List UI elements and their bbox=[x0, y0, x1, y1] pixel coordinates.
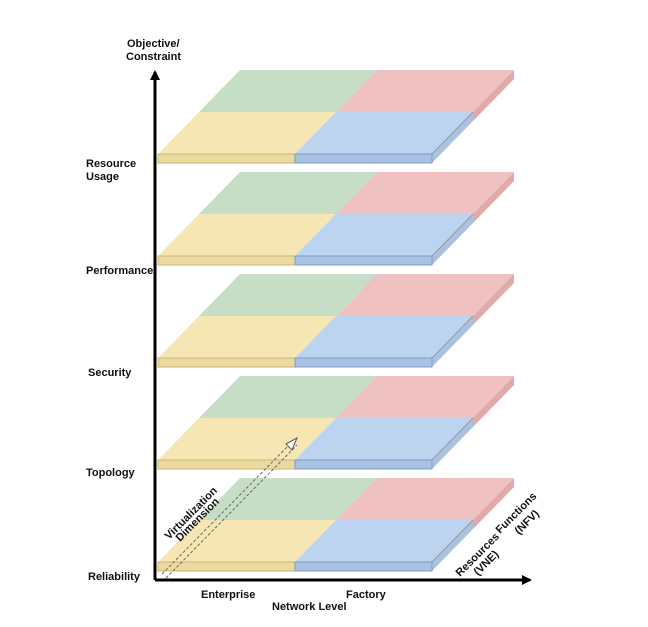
layer-label-security: Security bbox=[88, 367, 132, 379]
quadrant-back-right bbox=[336, 70, 514, 112]
x-axis-title: Network Level bbox=[272, 601, 347, 613]
quadrant-front-right bbox=[295, 520, 473, 562]
x-tick-enterprise: Enterprise bbox=[201, 589, 255, 601]
layer-label-topology: Topology bbox=[86, 467, 136, 479]
slab-front-left bbox=[157, 459, 296, 470]
slab-front-right bbox=[294, 357, 433, 368]
slab-front-right bbox=[294, 561, 433, 572]
quadrant-front-right bbox=[295, 316, 473, 358]
quadrant-back-left bbox=[199, 70, 377, 112]
quadrant-back-right bbox=[336, 274, 514, 316]
layer-topology bbox=[157, 376, 514, 470]
quadrant-back-right bbox=[336, 376, 514, 418]
slab-right-side-back bbox=[473, 172, 514, 223]
slab-right-side-front bbox=[432, 418, 473, 469]
slab-edge bbox=[431, 315, 474, 359]
axes bbox=[150, 70, 532, 585]
slab-front-right bbox=[294, 153, 433, 164]
slab-front-left bbox=[157, 357, 296, 368]
layer-label-resource-usage-line1: Resource bbox=[86, 158, 136, 170]
quadrant-front-right bbox=[295, 214, 473, 256]
depth-arrow bbox=[161, 436, 299, 579]
y-axis-title-line2: Constraint bbox=[126, 51, 181, 63]
slab-edge bbox=[431, 111, 474, 155]
quadrant-back-right bbox=[336, 478, 514, 520]
x-tick-factory: Factory bbox=[346, 589, 387, 601]
layer-label-performance: Performance bbox=[86, 265, 153, 277]
slab-right-side-front bbox=[432, 520, 473, 571]
slab-right-side-front bbox=[432, 316, 473, 367]
quadrant-front-right bbox=[295, 418, 473, 460]
slab-front-right bbox=[294, 459, 433, 470]
layer-label-reliability: Reliability bbox=[88, 571, 141, 583]
y-axis-title-line1: Objective/ bbox=[127, 38, 180, 50]
quadrant-back-left bbox=[199, 376, 377, 418]
slab-right-side-back bbox=[473, 70, 514, 121]
quadrant-back-left bbox=[199, 274, 377, 316]
quadrant-back-left bbox=[199, 172, 377, 214]
quadrant-front-left bbox=[158, 520, 336, 562]
quadrant-front-left bbox=[158, 316, 336, 358]
quadrant-back-right bbox=[336, 172, 514, 214]
quadrant-front-right bbox=[295, 112, 473, 154]
quadrant-front-left bbox=[158, 214, 336, 256]
layer-reliability bbox=[157, 478, 514, 572]
layer-security bbox=[157, 274, 514, 368]
layer-resource-usage bbox=[157, 70, 514, 164]
slab-right-side-back bbox=[473, 274, 514, 325]
slab-front-right bbox=[294, 255, 433, 266]
layer-performance bbox=[157, 172, 514, 266]
slab-edge bbox=[431, 417, 474, 461]
slab-front-left bbox=[157, 561, 296, 572]
slab-front-left bbox=[157, 153, 296, 164]
slab-right-side-front bbox=[432, 112, 473, 163]
slab-edge bbox=[431, 519, 474, 563]
layer-label-resource-usage-line2: Usage bbox=[86, 171, 119, 183]
quadrant-back-left bbox=[199, 478, 377, 520]
slab-right-side-back bbox=[473, 376, 514, 427]
slab-front-left bbox=[157, 255, 296, 266]
slab-edge bbox=[431, 213, 474, 257]
slab-right-side-back bbox=[473, 478, 514, 529]
quadrant-front-left bbox=[158, 112, 336, 154]
layers-group bbox=[157, 70, 514, 572]
slab-right-side-front bbox=[432, 214, 473, 265]
